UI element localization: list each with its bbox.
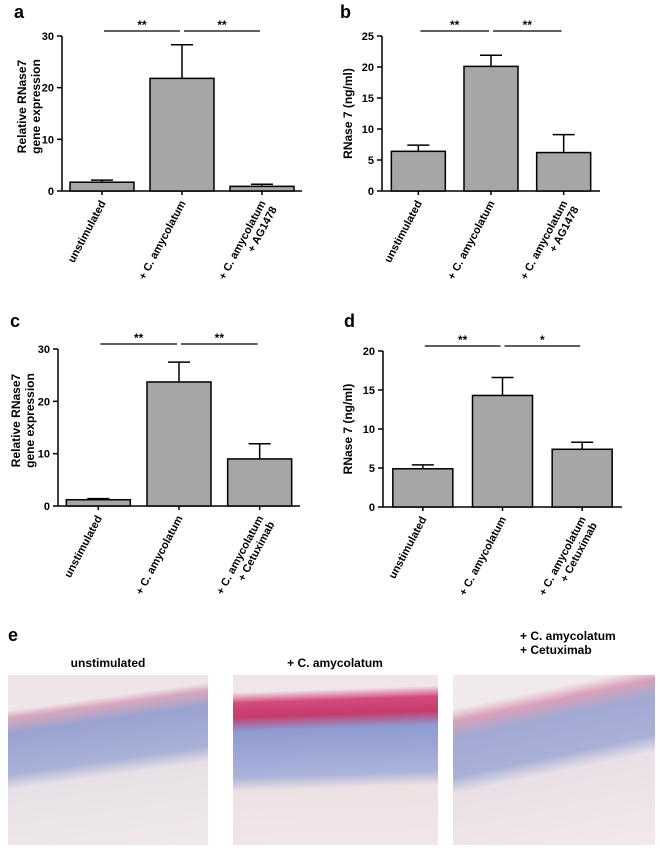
- bar: [390, 150, 447, 192]
- bar: [392, 468, 454, 508]
- image-label: unstimulated: [71, 656, 146, 670]
- bar: [551, 448, 613, 508]
- y-tick-label: 30: [38, 344, 50, 356]
- x-tick-label: + C. amycolatum: [137, 199, 189, 282]
- panel-label: c: [10, 311, 20, 331]
- bar: [535, 151, 592, 192]
- x-tick-label: + C. amycolatum+ Cetuximab: [537, 515, 600, 604]
- y-tick-label: 15: [362, 93, 374, 105]
- bar: [471, 394, 534, 508]
- y-tick-label: 0: [368, 186, 374, 198]
- y-tick-label: 30: [42, 31, 54, 43]
- significance-label: **: [137, 18, 147, 32]
- x-tick-label: + C. amycolatum+ AG1478: [217, 199, 280, 288]
- significance-label: **: [217, 18, 227, 32]
- histology-image: [8, 675, 208, 845]
- y-tick-label: 25: [362, 31, 374, 43]
- bar: [65, 498, 132, 507]
- panel-label: e: [8, 625, 18, 645]
- y-tick-label: 15: [363, 385, 375, 397]
- significance-label: **: [450, 18, 460, 32]
- histology-image: [233, 675, 438, 845]
- x-tick-label: + C. amycolatum: [446, 199, 498, 282]
- y-tick-label: 0: [48, 186, 54, 198]
- x-tick-label: unstimulated: [387, 515, 430, 581]
- y-tick-label: 0: [369, 502, 375, 514]
- y-tick-label: 5: [369, 463, 375, 475]
- y-tick-label: 10: [363, 424, 375, 436]
- x-tick-label: + C. amycolatum+ Cetuximab: [215, 514, 278, 603]
- significance-label: **: [215, 331, 225, 345]
- significance-label: **: [134, 331, 144, 345]
- y-axis-label: Relative RNase7gene expression: [9, 373, 37, 468]
- bar: [229, 185, 295, 192]
- histology-image: [453, 675, 655, 845]
- y-axis-label: Relative RNase7gene expression: [15, 59, 43, 154]
- bar: [146, 381, 212, 507]
- panel-label: b: [340, 2, 351, 22]
- image-label: + C. amycolatum + Cetuximab: [520, 629, 616, 657]
- y-tick-label: 20: [363, 346, 375, 358]
- y-tick-label: 20: [38, 396, 50, 408]
- y-tick-label: 0: [44, 501, 50, 513]
- x-tick-label: unstimulated: [66, 199, 109, 265]
- bar: [463, 65, 519, 192]
- image-label: + C. amycolatum: [287, 656, 383, 670]
- bar: [69, 181, 135, 192]
- y-tick-label: 10: [362, 124, 374, 136]
- panel-label: d: [344, 311, 355, 331]
- panel-label: a: [14, 2, 25, 22]
- y-tick-label: 10: [42, 134, 54, 146]
- y-axis-label: RNase 7 (ng/ml): [341, 68, 355, 159]
- y-tick-label: 10: [38, 449, 50, 461]
- significance-label: **: [458, 333, 468, 347]
- bar: [149, 77, 215, 192]
- x-tick-label: + C. amycolatum: [134, 514, 186, 597]
- significance-label: **: [523, 18, 533, 32]
- y-tick-label: 20: [362, 62, 374, 74]
- significance-label: *: [540, 333, 545, 347]
- x-tick-label: + C. amycolatum: [457, 515, 509, 598]
- y-tick-label: 20: [42, 83, 54, 95]
- y-tick-label: 5: [368, 155, 374, 167]
- x-tick-label: unstimulated: [382, 199, 425, 265]
- bar: [226, 458, 293, 507]
- x-tick-label: unstimulated: [62, 514, 105, 580]
- x-tick-label: + C. amycolatum+ AG1478: [519, 199, 582, 288]
- y-axis-label: RNase 7 (ng/ml): [341, 384, 355, 475]
